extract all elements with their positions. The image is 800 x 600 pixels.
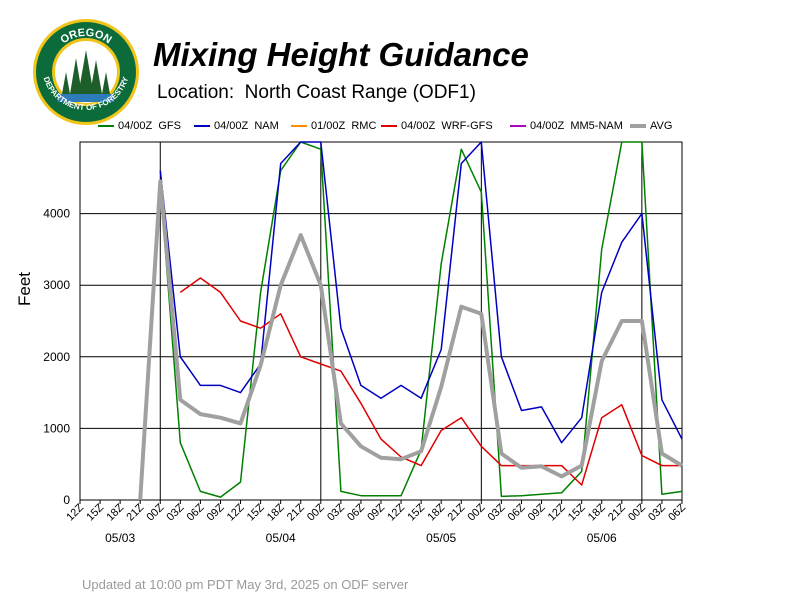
- legend-label: 04/00Z NAM: [214, 120, 279, 132]
- legend-label: 04/00Z WRF-GFS: [401, 120, 493, 132]
- y-tick-label: 2000: [43, 350, 70, 364]
- logo-top-text: OREGON: [58, 27, 113, 47]
- x-tick-label: 15Z: [405, 501, 427, 523]
- legend-label: 04/00Z GFS: [118, 120, 181, 132]
- date-label: 05/05: [426, 531, 456, 545]
- x-tick-label: 12Z: [225, 501, 247, 523]
- x-tick-label: 09Z: [365, 501, 387, 523]
- logo-trees: [62, 50, 110, 96]
- x-tick-label: 21Z: [285, 501, 307, 523]
- legend-item: AVG: [630, 120, 672, 132]
- legend-label: AVG: [650, 120, 673, 132]
- y-tick-label: 3000: [43, 278, 70, 292]
- legend-item: 04/00Z MM5-NAM: [510, 120, 623, 132]
- x-tick-label: 18Z: [265, 501, 287, 523]
- x-tick-label: 03Z: [486, 501, 508, 523]
- series-line-04-00z-nam: [159, 141, 683, 444]
- location-subtitle: Location: North Coast Range (ODF1): [157, 82, 476, 103]
- x-tick-label: 00Z: [466, 501, 488, 523]
- series-line-04-00z-wrf-gfs: [179, 277, 682, 486]
- x-tick-label: 18Z: [425, 501, 447, 523]
- logo-ground: [58, 94, 114, 102]
- x-tick-label: 15Z: [245, 501, 267, 523]
- legend-label: 04/00Z MM5-NAM: [530, 120, 623, 132]
- x-tick-label: 03Z: [165, 501, 187, 523]
- page-title: Mixing Height Guidance: [153, 36, 529, 73]
- legend-swatch: [510, 125, 526, 127]
- x-tick-label: 03Z: [325, 501, 347, 523]
- legend-swatch: [630, 124, 646, 128]
- x-tick-label: 21Z: [606, 501, 628, 523]
- date-label: 05/04: [266, 531, 296, 545]
- x-tick-label: 00Z: [144, 501, 166, 523]
- legend-swatch: [381, 125, 397, 127]
- x-tick-label: 15Z: [84, 501, 106, 523]
- chart-legend: 04/00Z GFS 04/00Z NAM 01/00Z RMC 04/00Z WRF…: [98, 120, 738, 136]
- x-tick-label: 09Z: [526, 501, 548, 523]
- y-tick-label: 0: [63, 493, 70, 507]
- series-line-04-00z-gfs: [159, 141, 683, 498]
- x-tick-label: 12Z: [546, 501, 568, 523]
- x-tick-label: 12Z: [385, 501, 407, 523]
- updated-footer: Updated at 10:00 pm PDT May 3rd, 2025 on…: [82, 577, 409, 592]
- series-line-avg: [138, 179, 684, 501]
- legend-item: 04/00Z NAM: [194, 120, 279, 132]
- x-tick-label: 00Z: [626, 501, 648, 523]
- oregon-department-of-forestry-logo: OREGON DEPARTMENT OF FORESTRY: [33, 19, 139, 125]
- x-tick-label: 21Z: [445, 501, 467, 523]
- legend-item: 04/00Z WRF-GFS: [381, 120, 493, 132]
- date-label: 05/03: [105, 531, 135, 545]
- x-tick-label: 06Z: [666, 501, 688, 523]
- legend-item: 01/00Z RMC: [291, 120, 376, 132]
- x-tick-label: 06Z: [345, 501, 367, 523]
- x-tick-label: 15Z: [566, 501, 588, 523]
- x-tick-label: 18Z: [586, 501, 608, 523]
- y-tick-label: 1000: [43, 421, 70, 435]
- x-tick-label: 21Z: [124, 501, 146, 523]
- x-tick-label: 06Z: [506, 501, 528, 523]
- date-label: 05/06: [587, 531, 617, 545]
- legend-swatch: [98, 125, 114, 127]
- x-tick-label: 09Z: [205, 501, 227, 523]
- x-tick-label: 00Z: [305, 501, 327, 523]
- legend-label: 01/00Z RMC: [311, 120, 377, 132]
- y-tick-label: 4000: [43, 207, 70, 221]
- x-tick-label: 06Z: [185, 501, 207, 523]
- legend-swatch: [194, 125, 210, 127]
- legend-item: 04/00Z GFS: [98, 120, 181, 132]
- x-tick-label: 18Z: [104, 501, 126, 523]
- x-tick-label: 03Z: [646, 501, 668, 523]
- legend-swatch: [291, 125, 307, 127]
